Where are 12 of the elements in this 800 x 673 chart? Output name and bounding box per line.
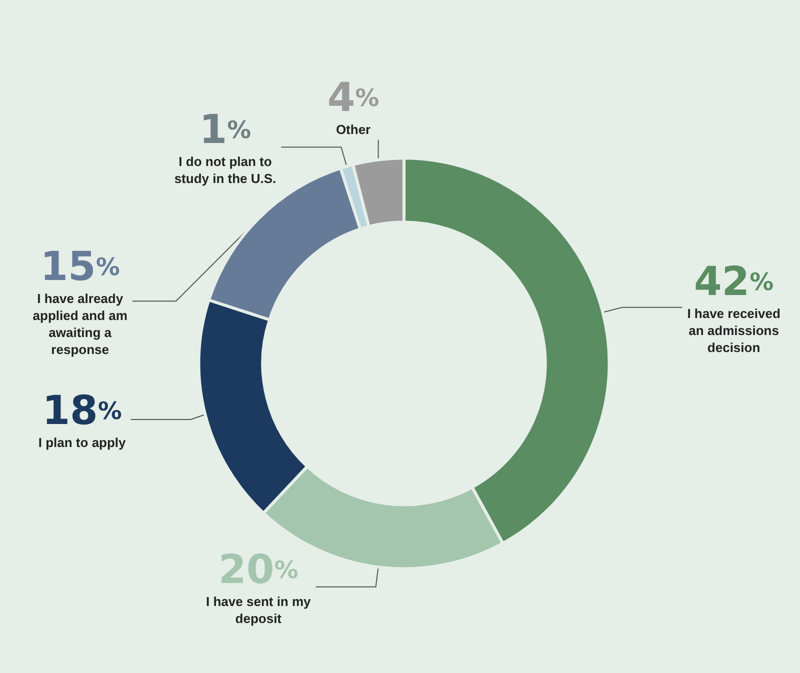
data-label: 20% [218,546,298,593]
slice-label: I have already applied and am awaiting a response [32,291,128,358]
slice-label: I plan to apply [38,434,127,450]
slice-label: I have sent in my deposit [206,594,312,626]
data-label: 4% [327,74,380,121]
data-label: 42% [694,258,774,305]
slice-label: Other [336,122,371,137]
data-label: 1% [199,107,252,154]
slice-label: I do not plan to study in the U.S. [174,154,276,186]
data-label: 15% [40,244,120,290]
data-label: 18% [42,388,122,434]
slice-label: I have received an admissions decision [687,306,780,355]
